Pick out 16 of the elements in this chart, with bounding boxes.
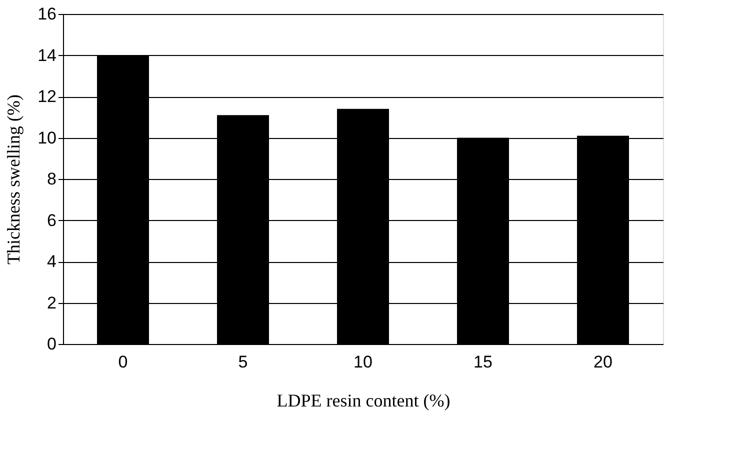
y-tick-label: 8 (47, 170, 56, 188)
x-tick-label: 5 (238, 352, 248, 372)
y-tick-label: 2 (47, 293, 56, 312)
y-tick-label: 0 (47, 334, 56, 354)
y-axis-title: Thickness swelling (%) (4, 94, 24, 264)
y-tick-label: 16 (38, 4, 56, 24)
x-tick-label: 15 (474, 352, 492, 372)
y-tick-label: 12 (38, 87, 56, 106)
y-tick-label: 14 (38, 46, 56, 65)
y-tick-label: 4 (47, 252, 56, 271)
x-tick-label: 20 (594, 352, 612, 372)
y-tick-label: 6 (47, 210, 56, 230)
y-tick-label: 10 (38, 128, 56, 148)
x-axis-title: LDPE resin content (%) (276, 390, 450, 410)
x-tick-label: 0 (118, 352, 128, 372)
x-tick-label: 10 (354, 352, 372, 372)
